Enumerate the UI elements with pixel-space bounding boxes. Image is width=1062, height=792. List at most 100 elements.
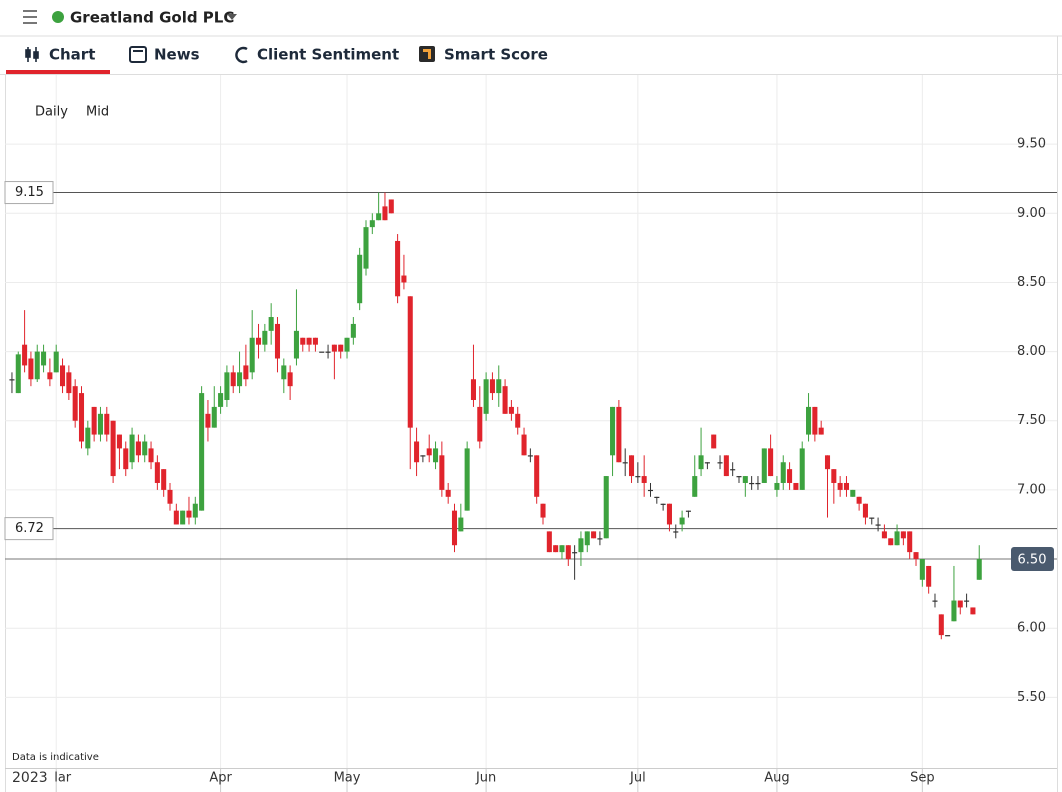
candle-body [91,406,97,435]
candle-body [167,489,173,504]
candle-body [881,531,887,539]
candle-body [862,503,868,518]
candle-body [369,220,375,228]
candle-body [395,240,401,297]
candle-body [907,531,913,553]
candle-body [142,441,148,456]
candle-body [268,317,274,331]
x-tick-label: Jun [475,771,496,786]
tab[interactable]: Chart [49,46,95,64]
year-label: 2023 [12,770,48,786]
x-tick-label: Sep [910,771,935,786]
candle-body [274,323,281,359]
candle-body [97,413,103,435]
candle-body [824,455,831,470]
candle-body [932,600,938,602]
candle-body [527,455,533,457]
candle-body [439,455,445,490]
interval-label[interactable]: Daily [35,105,68,120]
status-dot [52,11,64,23]
candle-body [287,372,293,387]
candle-body [584,531,590,546]
y-tick-label: 9.50 [1017,137,1046,152]
dropdown-caret[interactable] [227,14,237,20]
candle-body [970,607,976,615]
candle-body [843,482,850,490]
candle-body [129,434,135,463]
candle-body [350,323,356,338]
candle-body [28,358,34,380]
candle-body [856,496,862,504]
candle-body [641,476,647,483]
data-note: Data is indicative [12,752,99,763]
candle-body [60,365,66,387]
candle-body [603,476,609,539]
candle-body [742,476,748,483]
candle-body [964,600,970,602]
candle-body [679,517,685,525]
candle-body [951,600,957,622]
y-tick-label: 8.50 [1017,275,1046,290]
candle-body [237,372,243,387]
candle-body [875,524,881,526]
candle-body [255,337,262,345]
candle-body [850,489,856,497]
candle-body [9,379,15,381]
menu-icon[interactable] [23,10,37,24]
candle-body [559,545,565,553]
x-tick-label: Jul [629,771,646,786]
candle-body [433,448,439,463]
candle-body [869,517,875,519]
candle-body [489,379,495,394]
candle-body [470,379,476,400]
tab[interactable]: Client Sentiment [257,46,399,64]
price-type-label[interactable]: Mid [86,105,109,120]
candle-body [458,517,464,532]
tab[interactable]: News [154,46,200,64]
last-price-badge [1011,547,1054,572]
candle-body [300,337,306,345]
candle-body [41,351,47,366]
candle-body [414,441,420,463]
y-tick-label: 5.50 [1017,690,1046,705]
candle-body [357,254,363,304]
candle-body [698,455,704,470]
level-label: 6.72 [15,521,44,536]
candle-body [319,351,325,353]
candle-body [597,538,603,540]
tab[interactable]: Smart Score [444,46,548,64]
instrument-title[interactable]: Greatland Gold PLC [70,9,234,27]
candle-body [192,503,198,518]
candle-body [230,372,236,387]
y-tick-label: 6.00 [1017,621,1046,636]
candle-body [704,462,710,464]
x-tick-label: Apr [209,771,232,786]
candle-body [818,427,824,435]
candle-body [401,275,407,283]
candle-body [451,510,458,546]
candle-body [110,420,116,477]
candle-body [647,489,654,492]
candle-body [717,462,723,464]
candle-body [976,559,982,580]
candle-body [53,351,59,373]
candle-body [888,538,894,546]
candle-body [660,503,666,505]
candle-body [66,372,72,394]
candle-body [610,406,616,456]
candle-body [780,462,786,483]
candle-body [673,531,679,533]
candle-body [685,510,691,512]
candle-body [913,552,919,560]
candle-body [312,337,318,345]
candle-body [736,476,742,478]
level-label-box [4,517,54,541]
candle-body [148,448,154,463]
candle-body [774,482,780,490]
smart-score-icon-mark [423,49,431,59]
candle-body [919,559,925,580]
candle-body [496,379,502,394]
candle-body [325,351,331,353]
